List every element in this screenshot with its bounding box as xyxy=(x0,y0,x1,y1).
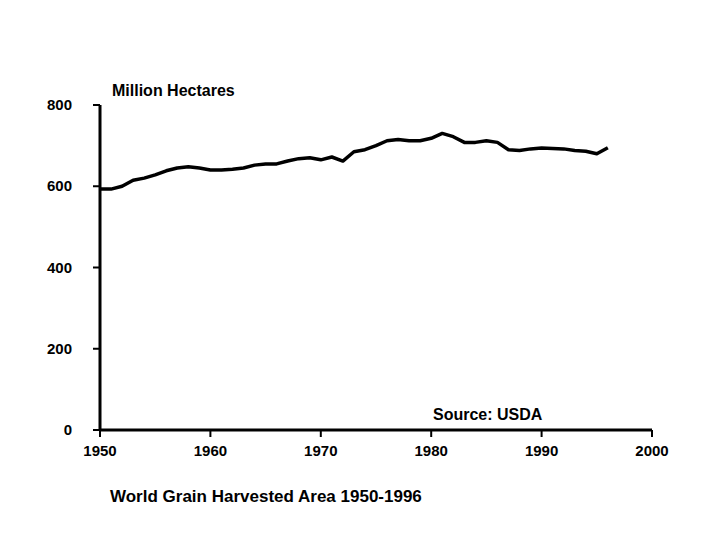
y-tick xyxy=(93,348,100,350)
x-tick xyxy=(651,430,653,437)
y-tick xyxy=(93,429,100,431)
data-line xyxy=(100,133,608,189)
y-tick-label: 800 xyxy=(47,96,72,113)
x-tick xyxy=(99,430,101,437)
y-tick-label: 600 xyxy=(47,177,72,194)
chart-container: 0 200 400 600 800 1950 1960 1970 1980 1990 2000 Mil… xyxy=(0,0,720,540)
y-tick-label: 200 xyxy=(47,340,72,357)
x-tick xyxy=(541,430,543,437)
y-axis-label: Million Hectares xyxy=(112,82,235,99)
x-tick-label: 2000 xyxy=(635,442,668,459)
y-tick xyxy=(93,185,100,187)
x-tick-label: 1950 xyxy=(83,442,116,459)
x-tick xyxy=(430,430,432,437)
x-tick xyxy=(320,430,322,437)
annotation: Source: USDA xyxy=(433,406,543,423)
chart-title: World Grain Harvested Area 1950-1996 xyxy=(110,487,422,506)
chart-svg: 0 200 400 600 800 1950 1960 1970 1980 1990 2000 Mil… xyxy=(0,0,720,540)
x-tick-label: 1960 xyxy=(194,442,227,459)
x-tick-label: 1980 xyxy=(415,442,448,459)
plot-area xyxy=(100,133,608,189)
y-tick xyxy=(93,267,100,269)
x-tick-label: 1970 xyxy=(304,442,337,459)
y-tick xyxy=(93,104,100,106)
x-tick xyxy=(209,430,211,437)
y-tick-label: 0 xyxy=(64,421,72,438)
y-tick-label: 400 xyxy=(47,259,72,276)
x-axis-line xyxy=(100,429,652,432)
x-tick-label: 1990 xyxy=(525,442,558,459)
